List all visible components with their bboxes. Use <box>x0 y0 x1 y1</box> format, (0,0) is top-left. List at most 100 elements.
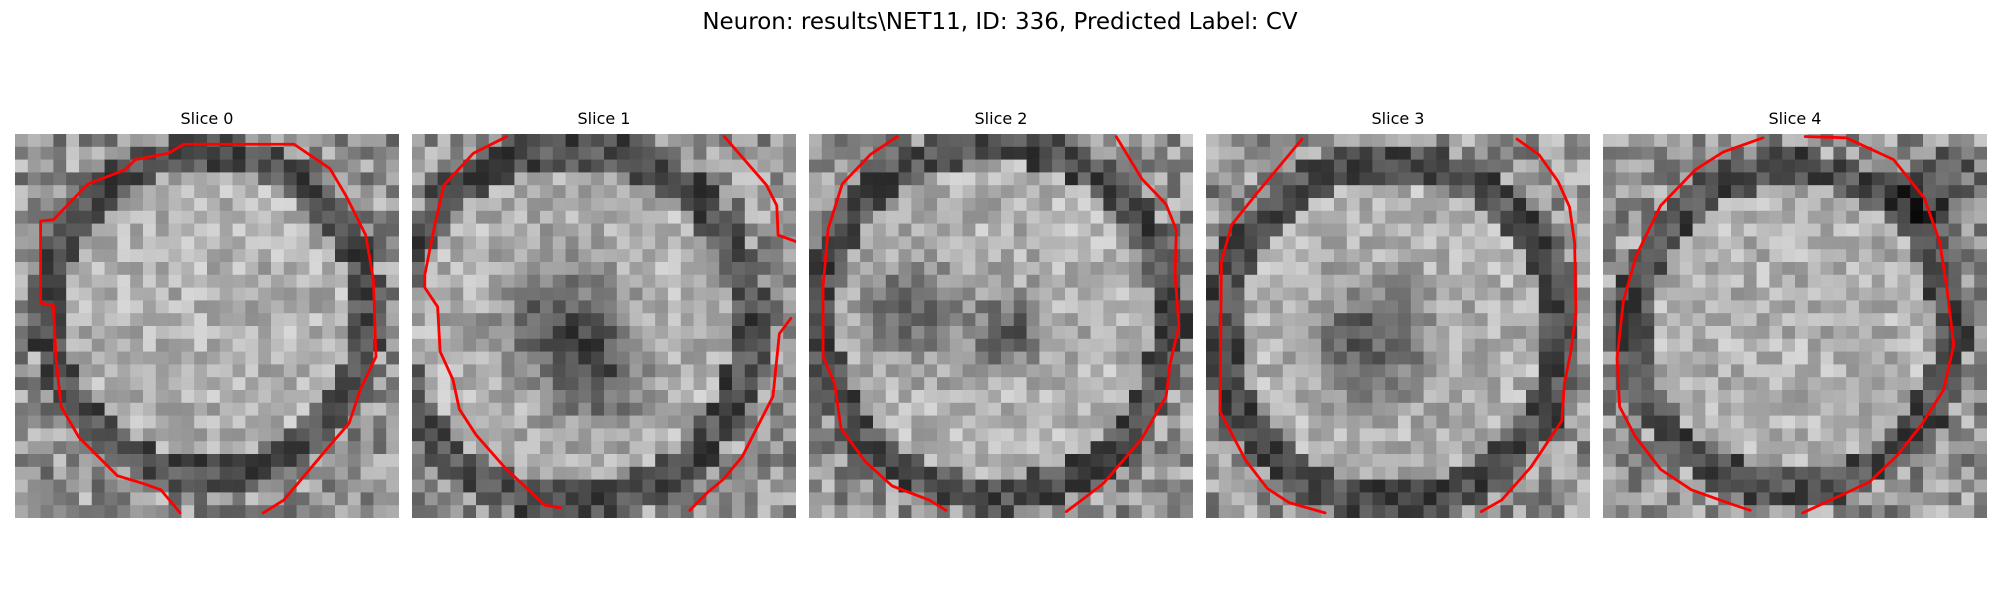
image-pixel <box>1731 351 1745 365</box>
image-pixel <box>885 198 899 212</box>
image-pixel <box>680 351 694 365</box>
image-pixel <box>335 441 349 455</box>
image-pixel <box>1244 479 1258 493</box>
image-pixel <box>860 300 874 314</box>
image-pixel <box>1807 274 1821 288</box>
image-pixel <box>1641 249 1655 263</box>
image-pixel <box>1795 249 1809 263</box>
image-pixel <box>373 198 387 212</box>
image-pixel <box>1141 441 1155 455</box>
image-pixel <box>27 415 41 429</box>
image-pixel <box>552 172 566 186</box>
image-pixel <box>1871 198 1885 212</box>
image-pixel <box>1410 185 1424 199</box>
image-pixel <box>732 441 746 455</box>
image-pixel <box>1526 287 1540 301</box>
image-pixel <box>988 364 1002 378</box>
image-pixel <box>680 210 694 224</box>
image-pixel <box>988 441 1002 455</box>
image-pixel <box>245 390 259 404</box>
image-pixel <box>194 210 208 224</box>
image-pixel <box>1449 134 1463 148</box>
image-pixel <box>1820 300 1834 314</box>
image-pixel <box>1154 274 1168 288</box>
image-pixel <box>924 287 938 301</box>
image-pixel <box>873 441 887 455</box>
image-pixel <box>1731 198 1745 212</box>
image-pixel <box>1538 326 1552 340</box>
image-pixel <box>181 505 195 518</box>
image-pixel <box>1436 249 1450 263</box>
image-pixel <box>514 377 528 391</box>
image-pixel <box>552 338 566 352</box>
image-pixel <box>1103 415 1117 429</box>
image-pixel <box>642 172 656 186</box>
image-pixel <box>1423 492 1437 506</box>
image-pixel <box>309 402 323 416</box>
image-pixel <box>1129 466 1143 480</box>
image-pixel <box>1462 274 1476 288</box>
image-pixel <box>296 351 310 365</box>
image-pixel <box>1820 210 1834 224</box>
image-pixel <box>988 249 1002 263</box>
image-pixel <box>962 428 976 442</box>
image-pixel <box>616 326 630 340</box>
image-pixel <box>1577 351 1590 365</box>
image-pixel <box>1449 505 1463 518</box>
image-pixel <box>1218 364 1232 378</box>
image-pixel <box>437 390 451 404</box>
image-pixel <box>924 249 938 263</box>
image-pixel <box>1257 262 1271 276</box>
image-pixel <box>322 351 336 365</box>
image-pixel <box>1013 479 1027 493</box>
image-pixel <box>1270 428 1284 442</box>
image-pixel <box>322 326 336 340</box>
image-pixel <box>1705 377 1719 391</box>
image-pixel <box>1270 300 1284 314</box>
image-pixel <box>988 492 1002 506</box>
image-pixel <box>1423 313 1437 327</box>
image-pixel <box>1180 505 1193 518</box>
image-pixel <box>207 236 221 250</box>
image-pixel <box>1462 185 1476 199</box>
image-pixel <box>283 326 297 340</box>
image-pixel <box>1846 249 1860 263</box>
image-pixel <box>450 134 464 148</box>
image-pixel <box>1564 185 1578 199</box>
image-pixel <box>1257 338 1271 352</box>
image-pixel <box>322 415 336 429</box>
image-pixel <box>386 492 399 506</box>
image-pixel <box>168 236 182 250</box>
image-pixel <box>527 159 541 173</box>
image-pixel <box>873 249 887 263</box>
image-pixel <box>1474 415 1488 429</box>
image-pixel <box>1667 287 1681 301</box>
image-pixel <box>1065 402 1079 416</box>
image-pixel <box>1705 236 1719 250</box>
image-pixel <box>1820 351 1834 365</box>
image-pixel <box>1846 466 1860 480</box>
image-pixel <box>463 210 477 224</box>
image-pixel <box>642 338 656 352</box>
image-pixel <box>706 390 720 404</box>
image-pixel <box>501 326 515 340</box>
image-pixel <box>527 134 541 148</box>
image-pixel <box>1795 364 1809 378</box>
image-pixel <box>1500 390 1514 404</box>
image-pixel <box>527 351 541 365</box>
image-pixel <box>1897 134 1911 148</box>
image-pixel <box>1935 198 1949 212</box>
image-pixel <box>1090 185 1104 199</box>
image-pixel <box>1871 313 1885 327</box>
image-pixel <box>1372 223 1386 237</box>
image-pixel <box>450 338 464 352</box>
image-pixel <box>552 223 566 237</box>
image-pixel <box>1807 364 1821 378</box>
image-pixel <box>1500 300 1514 314</box>
image-pixel <box>1718 249 1732 263</box>
image-pixel <box>1948 198 1962 212</box>
image-pixel <box>514 210 528 224</box>
image-pixel <box>1141 146 1155 160</box>
image-pixel <box>706 210 720 224</box>
image-pixel <box>1756 492 1770 506</box>
